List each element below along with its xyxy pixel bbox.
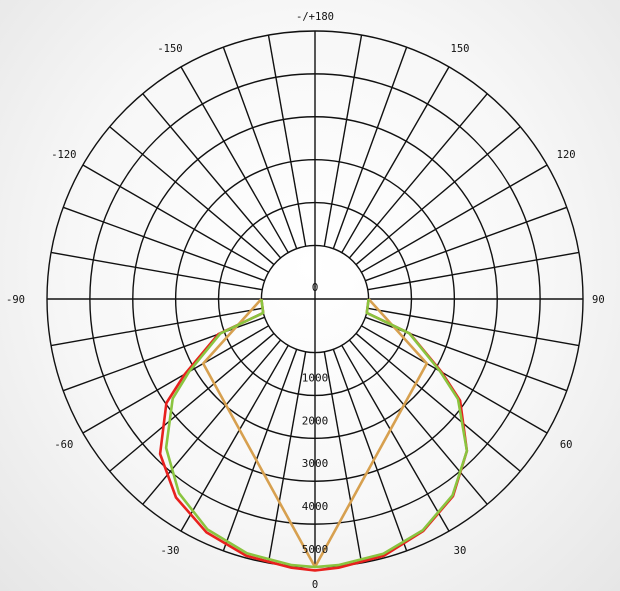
angle-label: -/+180 bbox=[296, 11, 334, 23]
grid-spoke-140 bbox=[348, 93, 488, 259]
grid-spoke-80 bbox=[367, 307, 580, 347]
angle-label: -90 bbox=[6, 294, 25, 306]
angle-label: -120 bbox=[51, 149, 76, 161]
grid-spoke-100 bbox=[367, 251, 580, 291]
angle-label: 90 bbox=[592, 294, 605, 306]
radial-tick-label: 1000 bbox=[302, 371, 329, 384]
grid-spoke-350 bbox=[267, 351, 307, 564]
grid-spoke-130 bbox=[355, 126, 521, 266]
grid-spoke-280 bbox=[50, 307, 263, 347]
angle-label: -30 bbox=[161, 545, 180, 557]
grid-spoke-30 bbox=[341, 345, 450, 532]
grid-spoke-250 bbox=[62, 206, 265, 282]
grid-spoke-320 bbox=[142, 339, 282, 505]
radial-tick-label: 5000 bbox=[302, 543, 329, 556]
grid-spoke-120 bbox=[361, 164, 548, 273]
angle-label: -60 bbox=[54, 439, 73, 451]
grid-spoke-10 bbox=[323, 351, 363, 564]
angle-label: 30 bbox=[454, 545, 467, 557]
angle-label: 150 bbox=[451, 43, 470, 55]
series-group bbox=[158, 298, 469, 572]
grid-spoke-40 bbox=[348, 339, 488, 505]
radial-tick-label: 0 bbox=[312, 281, 319, 294]
grid-spoke-190 bbox=[267, 34, 307, 247]
radial-labels: 0 1000 2000 3000 4000 5000 bbox=[302, 281, 329, 556]
grid-spoke-220 bbox=[142, 93, 282, 259]
grid-spoke-310 bbox=[109, 332, 275, 472]
grid-spoke-330 bbox=[180, 345, 289, 532]
series-line-1 bbox=[164, 298, 469, 569]
grid-spoke-200 bbox=[222, 46, 298, 249]
grid-spoke-50 bbox=[355, 332, 521, 472]
angle-label: 120 bbox=[557, 149, 576, 161]
grid-spoke-210 bbox=[180, 66, 289, 253]
angle-label: 60 bbox=[560, 439, 573, 451]
angle-labels: -/+180 -150 150 -120 120 -90 90 -60 60 -30 30 0 bbox=[6, 11, 605, 591]
radial-tick-label: 4000 bbox=[302, 500, 329, 513]
grid-spoke-20 bbox=[332, 349, 408, 552]
radial-tick-label: 2000 bbox=[302, 414, 329, 427]
grid-spoke-230 bbox=[109, 126, 275, 266]
grid-spoke-300 bbox=[82, 325, 269, 434]
grid-spoke-260 bbox=[50, 251, 263, 291]
grid-spoke-170 bbox=[323, 34, 363, 247]
grid-spoke-240 bbox=[82, 164, 269, 273]
angle-label: -150 bbox=[157, 43, 182, 55]
grid-spoke-340 bbox=[222, 349, 298, 552]
angle-label: 0 bbox=[312, 579, 318, 591]
radial-tick-label: 3000 bbox=[302, 457, 329, 470]
polar-grid bbox=[46, 30, 584, 568]
grid-spoke-60 bbox=[361, 325, 548, 434]
grid-spoke-150 bbox=[341, 66, 450, 253]
grid-spoke-160 bbox=[332, 46, 408, 249]
grid-spoke-110 bbox=[365, 206, 568, 282]
